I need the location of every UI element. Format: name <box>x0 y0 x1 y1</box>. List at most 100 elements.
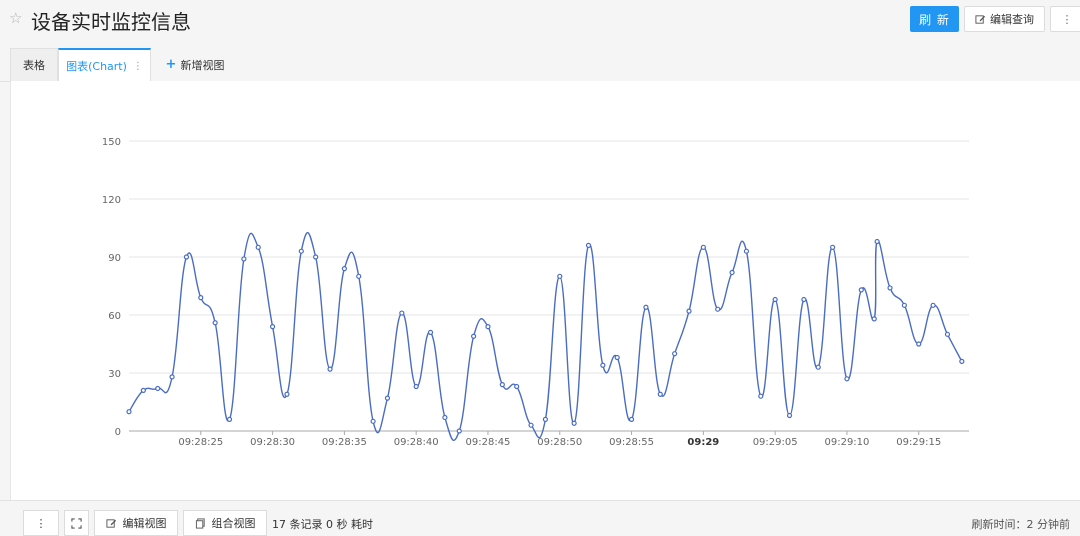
x-tick-label: 09:29 <box>687 437 719 448</box>
y-tick-label: 90 <box>108 253 121 264</box>
data-point <box>269 324 276 330</box>
data-point <box>657 391 663 397</box>
y-tick-label: 150 <box>102 137 121 148</box>
star-icon[interactable]: ☆ <box>9 9 23 27</box>
x-tick-label: 09:28:50 <box>537 437 582 448</box>
data-point <box>413 383 419 390</box>
data-point <box>140 387 146 393</box>
add-view-label: 新增视图 <box>180 58 225 72</box>
data-point <box>686 308 692 314</box>
tab-table[interactable]: 表格 <box>10 48 58 81</box>
copy-icon <box>195 517 205 529</box>
data-point <box>226 416 233 422</box>
data-point <box>198 295 204 301</box>
data-point <box>341 266 347 272</box>
data-point <box>614 354 620 361</box>
data-point <box>571 420 577 426</box>
expand-icon <box>71 517 82 529</box>
combine-view-button[interactable]: 组合视图 <box>183 510 267 536</box>
x-tick-label: 09:29:05 <box>753 437 798 448</box>
y-tick-label: 30 <box>108 369 121 380</box>
data-point <box>844 376 850 382</box>
header: ☆ 设备实时监控信息 刷 新 编辑查询 ⋮ <box>0 0 1080 40</box>
edit-query-label: 编辑查询 <box>990 13 1034 26</box>
data-point <box>628 416 635 422</box>
data-point <box>600 362 606 368</box>
edit-view-label: 编辑视图 <box>122 517 167 530</box>
data-point <box>930 302 936 308</box>
data-point <box>715 306 721 312</box>
data-point <box>471 333 477 339</box>
data-point <box>155 385 161 392</box>
data-point <box>169 374 175 380</box>
data-point <box>241 256 247 262</box>
data-point <box>887 285 893 291</box>
data-point <box>212 320 218 326</box>
data-point <box>815 364 821 370</box>
data-point <box>858 287 864 293</box>
page-title: 设备实时监控信息 <box>31 10 191 34</box>
data-point <box>485 324 491 330</box>
data-point <box>874 238 880 245</box>
plus-icon: + <box>165 57 177 72</box>
x-tick-label: 09:28:30 <box>250 437 295 448</box>
edit-icon <box>975 14 986 24</box>
refresh-button[interactable]: 刷 新 <box>910 6 959 32</box>
tab-chart[interactable]: 图表(Chart) ⋮ <box>58 48 151 82</box>
data-point <box>729 269 735 276</box>
data-point <box>643 304 649 310</box>
data-point <box>743 248 750 254</box>
data-point <box>313 254 319 260</box>
more-button[interactable]: ⋮ <box>1050 6 1080 32</box>
x-tick-label: 09:28:40 <box>394 437 439 448</box>
data-point <box>944 331 951 337</box>
data-point <box>183 254 190 260</box>
chart-panel: 0 30 60 90 120 150 09:28:25 09:28:30 09:28:35 09:… <box>10 81 1080 500</box>
data-point <box>528 422 534 428</box>
tab-menu-icon[interactable]: ⋮ <box>132 60 143 72</box>
data-point <box>442 414 448 421</box>
footer-more-button[interactable]: ⋮ <box>23 510 59 536</box>
data-point <box>542 416 549 422</box>
tab-chart-label: 图表(Chart) <box>66 60 127 73</box>
data-point <box>801 296 807 303</box>
data-point <box>786 412 793 419</box>
x-tick-label: 09:28:55 <box>609 437 654 448</box>
x-tick-label: 09:28:25 <box>178 437 223 448</box>
data-point <box>499 382 505 388</box>
data-point <box>284 391 290 397</box>
y-tick-label: 0 <box>115 427 121 438</box>
data-point <box>700 244 706 250</box>
data-point <box>585 242 592 248</box>
data-point <box>255 244 261 250</box>
data-point <box>959 358 965 364</box>
refresh-time: 刷新时间：2 分钟前 <box>971 518 1071 531</box>
combine-view-label: 组合视图 <box>211 517 256 530</box>
edit-query-button[interactable]: 编辑查询 <box>964 6 1045 32</box>
data-point <box>327 366 333 372</box>
add-view-tab[interactable]: + 新增视图 <box>160 48 230 81</box>
data-point <box>298 248 304 254</box>
data-point <box>370 418 376 424</box>
fullscreen-button[interactable] <box>64 510 89 536</box>
y-tick-label: 60 <box>108 311 121 322</box>
data-point <box>384 395 391 401</box>
tab-table-label: 表格 <box>23 59 45 72</box>
data-point <box>399 310 405 316</box>
x-tick-label: 09:29:10 <box>824 437 869 448</box>
x-tick-label: 09:28:35 <box>322 437 367 448</box>
data-point <box>871 316 877 322</box>
data-point <box>901 302 907 308</box>
record-count: 17 条记录 0 秒 耗时 <box>272 518 373 531</box>
x-tick-label: 09:28:45 <box>466 437 511 448</box>
data-point <box>672 351 678 357</box>
data-point <box>456 428 462 434</box>
y-tick-label: 120 <box>102 195 121 206</box>
data-point <box>829 244 836 250</box>
series-line <box>128 231 963 441</box>
data-point <box>427 329 434 335</box>
line-chart: 0 30 60 90 120 150 09:28:25 09:28:30 09:28:35 09:… <box>102 137 969 448</box>
data-point <box>514 383 520 390</box>
data-point <box>758 393 764 399</box>
edit-view-button[interactable]: 编辑视图 <box>94 510 178 536</box>
